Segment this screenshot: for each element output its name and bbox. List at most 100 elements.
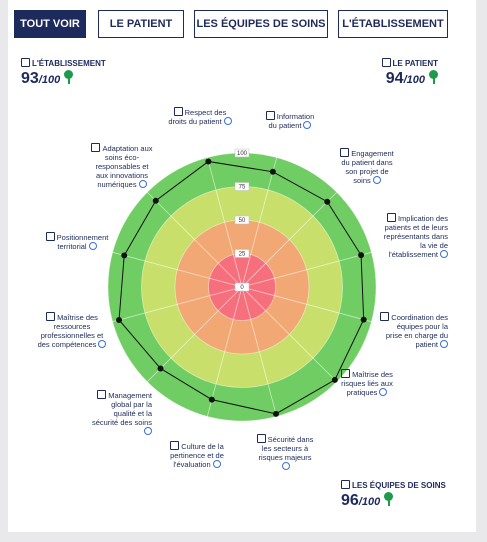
tab[interactable]: LES ÉQUIPES DE SOINS [194,10,328,38]
score-value: 94 [385,70,404,87]
axis-label-text: Maîtrise des ressources professionnelles… [37,313,104,349]
icon [381,58,391,67]
help-icon [379,388,388,396]
spoke [112,251,243,288]
spoke [206,157,243,288]
score-label-text: LES ÉQUIPES DE SOINS [352,481,446,490]
spoke [241,286,372,323]
axis-label-text: Respect des droits du patient [168,108,227,126]
icon [256,434,266,443]
point [358,252,365,259]
axis-label-text: Sécurité dans les secteurs à risques maj… [258,435,314,462]
icon [341,369,351,378]
axis-label: Positionnement territorial [44,232,110,251]
point [208,396,215,403]
score-label-text: LE PATIENT [392,59,438,68]
spoke [241,286,278,417]
score-label: LES ÉQUIPES DE SOINS [341,480,446,490]
axis-label-text: Adaptation aux soins éco-responsables et… [95,144,153,189]
y-tick-label: 50 [239,218,246,224]
score-value: 96 [341,492,359,509]
score-value: 93 [21,70,39,87]
icon [21,58,30,67]
y-tick-label: 0 [240,285,244,291]
icon [170,441,180,450]
axis-label-text: Information du patient [268,112,315,130]
tab[interactable]: LE PATIENT [98,10,184,38]
point [205,158,212,165]
score-block: LE PATIENT 94/100 [381,58,438,88]
help-icon [98,340,107,348]
icon [265,111,275,120]
icon [45,232,55,241]
icon [380,312,390,321]
tick-box [234,249,250,258]
score-value-row: 94/100 [382,70,438,88]
y-tick-label: 100 [237,151,248,157]
y-tick-label: 75 [239,185,246,191]
point [269,168,276,175]
axis-label: Coordination des équipes pour la prise e… [380,312,448,349]
axis-label-text: Culture de la pertinence et de l'évaluat… [170,442,224,469]
icon [97,390,107,399]
axis-label: Information du patient [262,111,318,130]
spoke [146,286,243,383]
spoke [241,286,338,383]
icon [386,213,396,222]
score-label: LE PATIENT [381,58,438,68]
axis-label-text: Management global par la qualité et la s… [91,391,152,427]
score-block: L'ÉTABLISSEMENT 93/100 [21,58,106,88]
score-label: L'ÉTABLISSEMENT [21,58,106,68]
tick-box [234,148,250,158]
icon [341,480,350,489]
score-out-of: /100 [358,496,381,508]
icon [46,312,56,321]
score-block: LES ÉQUIPES DE SOINS 96/100 [341,480,446,510]
help-icon [223,117,232,125]
help-icon [440,340,448,348]
axis-label: Maîtrise des risques liés aux pratiques [338,369,396,397]
axis-label: Management global par la qualité et la s… [90,390,152,436]
spoke [241,191,338,288]
help-icon [440,250,448,258]
spoke [206,286,243,417]
pin [429,70,438,84]
help-icon [303,121,312,129]
tick-box [234,182,250,191]
help-icon [212,460,221,468]
score-value-row: 96/100 [341,492,446,510]
pin [64,70,74,84]
score-label-text: L'ÉTABLISSEMENT [32,59,106,68]
point [360,316,367,323]
y-tick-label: 25 [239,252,246,258]
score-out-of: /100 [38,74,61,86]
score-value-row: 93/100 [21,70,106,88]
help-icon [138,180,147,188]
axis-label-text: Positionnement territorial [56,233,109,251]
help-icon [372,176,381,184]
axis-label: Maîtrise des ressources professionnelles… [36,312,108,349]
tick-box [234,282,250,292]
point [116,316,123,323]
axis-label: Adaptation aux soins éco-responsables et… [90,143,154,189]
spoke [146,191,243,288]
point [272,410,279,417]
icon [91,143,101,152]
spoke [241,251,372,288]
tick-box [234,215,250,225]
spoke [241,157,278,288]
help-icon [282,462,290,470]
axis-label: Implication des patients et de leurs rep… [382,213,448,259]
icon [340,148,350,157]
radar-chart: 0 25 50 75 100 [107,148,377,422]
axis-label-text: Implication des patients et de leurs rep… [383,214,448,259]
pin [384,492,394,506]
axis-label: Engagement du patient dans son projet de… [336,148,398,185]
tab[interactable]: L'ÉTABLISSEMENT [338,10,448,38]
spoke [112,286,243,323]
point [331,376,338,383]
tab[interactable]: TOUT VOIR [14,10,86,38]
help-icon [88,242,97,250]
point [121,252,128,259]
